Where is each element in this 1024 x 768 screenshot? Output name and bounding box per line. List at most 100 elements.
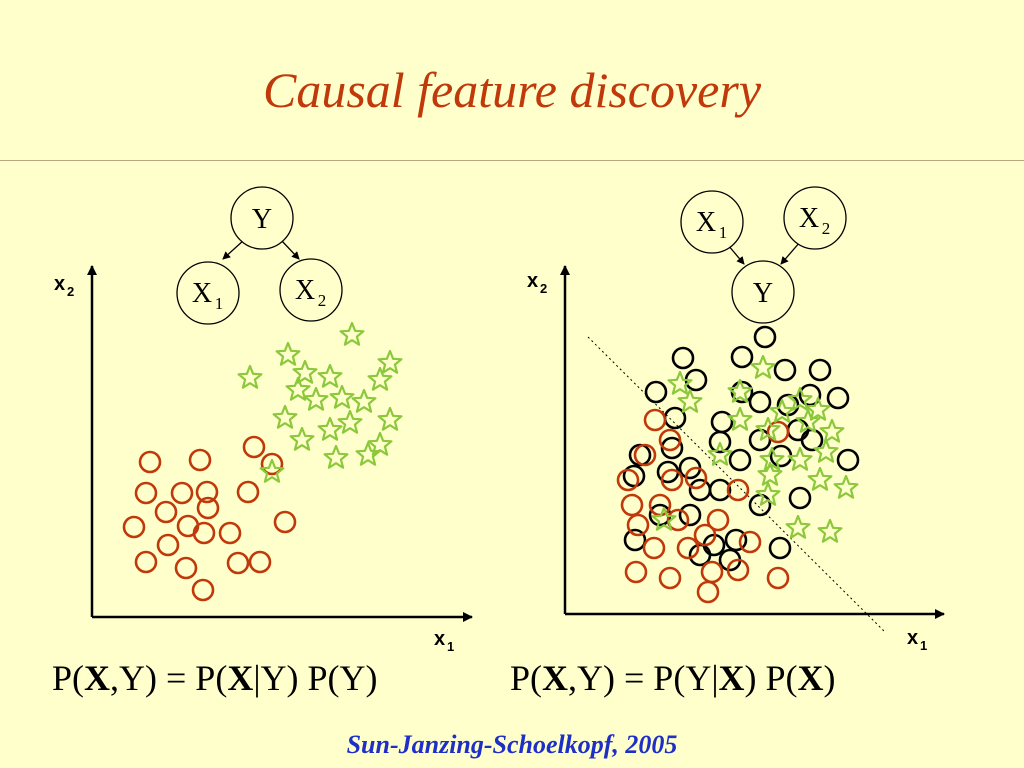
left-x-axis-subscript: 1 <box>447 639 454 654</box>
class-y1-circle <box>138 450 162 474</box>
class-y2-star <box>303 386 329 411</box>
right-axes: x 2 x 1 <box>527 265 945 653</box>
class-y2-star <box>813 438 839 463</box>
class-y2-star <box>651 506 677 531</box>
class-y2-star <box>667 370 693 395</box>
formula-left-part: |Y) P(Y) <box>253 658 378 698</box>
unlabeled-circle <box>622 464 646 488</box>
class-y2-star <box>755 481 781 506</box>
left-causal-graph: Y X 1 X 2 <box>176 186 343 325</box>
formula-right-bold-x: X <box>718 658 745 698</box>
node-y-label: Y <box>753 278 773 309</box>
class-y1-circle <box>696 580 720 604</box>
citation: Sun-Janzing-Schoelkopf, 2005 <box>346 730 678 759</box>
class-y1-circle <box>676 536 700 560</box>
class-y2-star <box>275 341 301 366</box>
left-scatter-plot <box>122 321 403 602</box>
class-y2-star <box>377 349 403 374</box>
node-x2: X 2 <box>783 186 847 250</box>
edge-x2-to-y <box>780 241 801 265</box>
node-y: Y <box>230 186 294 250</box>
class-y2-star <box>817 518 843 543</box>
class-y2-star <box>787 446 813 471</box>
edge-y-to-x1 <box>222 239 245 260</box>
class-y1-circle <box>766 566 790 590</box>
class-y2-star <box>707 441 733 466</box>
node-x1: X 1 <box>680 190 744 254</box>
class-y1-circle <box>192 521 216 545</box>
unlabeled-circle <box>773 358 797 382</box>
class-y2-star <box>337 409 363 434</box>
class-y2-star <box>292 359 318 384</box>
right-x-axis-subscript: 1 <box>920 638 927 653</box>
class-y2-star <box>795 408 821 433</box>
class-y2-star <box>757 461 783 486</box>
unlabeled-circle <box>671 346 695 370</box>
class-y2-star <box>727 378 753 403</box>
node-y: Y <box>731 260 795 324</box>
class-y1-circle <box>726 558 750 582</box>
unlabeled-circle <box>768 536 792 560</box>
left-x-axis-label: x <box>434 628 445 650</box>
node-x1: X 1 <box>176 261 240 325</box>
unlabeled-circle <box>678 503 702 527</box>
class-y2-star <box>377 406 403 431</box>
class-y2-star <box>289 426 315 451</box>
class-y1-circle <box>658 428 682 452</box>
class-y1-circle <box>196 496 220 520</box>
class-y2-star <box>755 416 781 441</box>
class-y1-circle <box>624 560 648 584</box>
class-y1-circle <box>134 481 158 505</box>
right-x-axis-label: x <box>907 627 918 649</box>
unlabeled-circle <box>708 430 732 454</box>
class-y1-circle <box>191 578 215 602</box>
class-y2-star <box>805 396 831 421</box>
class-y1-circle <box>616 468 640 492</box>
node-x2-label: X <box>799 203 819 234</box>
formula-left-part: ,Y) = P( <box>110 658 228 698</box>
unlabeled-circle <box>753 325 777 349</box>
class-y1-circle <box>643 408 667 432</box>
node-x2: X 2 <box>279 258 343 322</box>
formula-right-part: ) <box>823 658 836 698</box>
unlabeled-circle <box>826 386 850 410</box>
class-y1-circle <box>260 452 284 476</box>
class-y1-circle <box>726 478 750 502</box>
class-y1-circle <box>248 550 272 574</box>
class-y1-circle <box>693 523 717 547</box>
class-y1-circle <box>236 480 260 504</box>
node-x2-label: X <box>295 275 315 306</box>
class-y1-circle <box>666 508 690 532</box>
class-y1-circle <box>174 556 198 580</box>
unlabeled-circle <box>644 380 668 404</box>
class-y2-star <box>367 431 393 456</box>
class-y2-star <box>317 416 343 441</box>
formula-right-bold-x: X <box>797 658 824 698</box>
class-y1-circle <box>684 466 708 490</box>
right-y-axis-subscript: 2 <box>540 281 547 296</box>
formula-left: P(X,Y) = P(X|Y) P(Y) <box>52 656 378 700</box>
class-y2-star <box>785 514 811 539</box>
unlabeled-circle <box>730 345 754 369</box>
class-y2-star <box>323 444 349 469</box>
unlabeled-circle <box>748 390 772 414</box>
formula-right-part: P( <box>510 658 543 698</box>
formula-right-bold-x: X <box>542 658 569 698</box>
slide-title: Causal feature discovery <box>262 62 762 118</box>
class-y2-star <box>727 406 753 431</box>
node-x1-label: X <box>192 278 212 309</box>
unlabeled-circle <box>808 358 832 382</box>
class-y2-star <box>237 364 263 389</box>
class-y2-star <box>750 354 776 379</box>
edge-y-to-x2 <box>280 239 300 260</box>
decision-boundary-line <box>587 336 887 634</box>
class-y2-star <box>769 398 795 423</box>
title-divider <box>0 160 1024 161</box>
right-causal-graph: X 1 X 2 Y <box>680 186 847 324</box>
class-y1-circle <box>700 560 724 584</box>
class-y1-circle <box>122 515 146 539</box>
class-y1-circle <box>154 500 178 524</box>
class-y1-circle <box>738 530 762 554</box>
left-y-axis-label: x <box>54 273 65 295</box>
